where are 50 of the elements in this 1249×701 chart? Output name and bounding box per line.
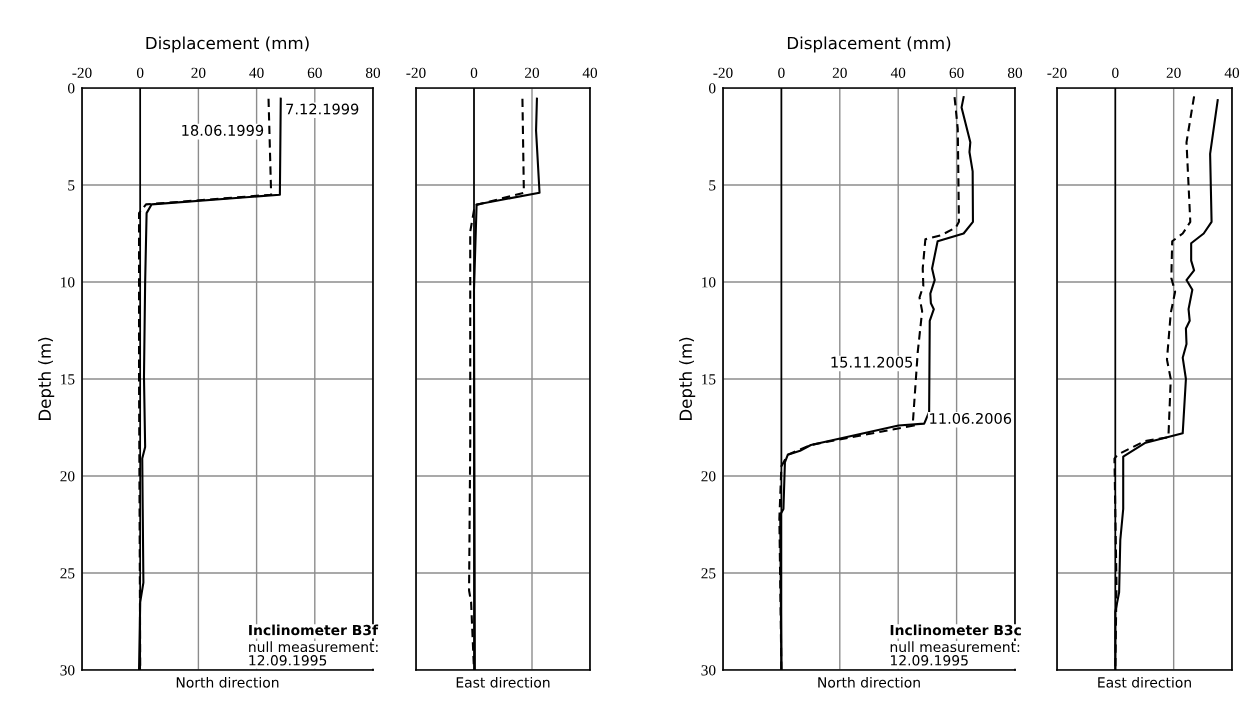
x-tick-label: 0 (470, 67, 478, 78)
x-tick-label: 20 (832, 67, 847, 78)
x-tick-label: 80 (365, 67, 381, 78)
y-tick-label: 25 (60, 568, 75, 579)
x-tick-label: 40 (249, 67, 264, 78)
y-tick-label: 10 (702, 277, 716, 288)
x-tick-label: 40 (890, 67, 906, 78)
x-tick-label: 40 (1224, 67, 1240, 78)
series-label: 11.06.2006 (930, 412, 1012, 424)
x-axis-title: East direction (1098, 676, 1191, 688)
x-tick-label: 20 (1166, 67, 1181, 78)
series-label: 15.11.2005 (831, 356, 913, 368)
annotation: Inclinometer B3f (249, 624, 379, 636)
series-label: 7.12.1999 (286, 103, 359, 115)
x-tick-label: 60 (307, 67, 322, 78)
x-tick-label: 0 (778, 67, 785, 78)
chart-title: Displacement (mm) (146, 36, 309, 53)
y-tick-label: 0 (68, 83, 75, 94)
x-tick-label: 60 (949, 67, 964, 78)
x-tick-label: -20 (1047, 67, 1067, 78)
x-tick-label: -20 (72, 67, 92, 78)
x-axis-title: East direction (456, 676, 550, 688)
y-tick-label: 30 (60, 665, 75, 676)
series-label: 18.06.1999 (182, 124, 264, 136)
y-tick-label: 5 (68, 180, 75, 191)
y-tick-label: 15 (61, 374, 75, 385)
chart-title: Displacement (mm) (787, 36, 951, 53)
y-tick-label: 25 (701, 568, 716, 579)
x-axis-title: North direction (176, 676, 279, 688)
y-tick-label: 15 (702, 374, 716, 385)
annotation: Inclinometer B3c (890, 624, 1021, 636)
annotation: null measurement: 12.09.1995 (890, 641, 1020, 666)
x-tick-label: 20 (191, 67, 206, 78)
y-axis-title: Depth (m) (38, 337, 55, 421)
y-tick-label: 0 (709, 83, 716, 94)
x-axis-title: North direction (818, 676, 920, 688)
y-tick-label: 20 (701, 471, 716, 482)
x-tick-label: -20 (406, 67, 426, 78)
x-tick-label: 0 (1112, 67, 1119, 78)
x-tick-label: 80 (1007, 67, 1023, 78)
y-tick-label: 5 (709, 180, 716, 191)
y-axis-title: Depth (m) (679, 337, 696, 421)
x-tick-label: 20 (525, 67, 540, 78)
x-tick-label: 40 (582, 67, 598, 78)
y-tick-label: 30 (701, 665, 716, 676)
annotation: null measurement: 12.09.1995 (249, 641, 378, 666)
y-tick-label: 20 (60, 471, 75, 482)
x-tick-label: -20 (713, 67, 733, 78)
x-tick-label: 0 (136, 67, 144, 78)
y-tick-label: 10 (61, 277, 75, 288)
